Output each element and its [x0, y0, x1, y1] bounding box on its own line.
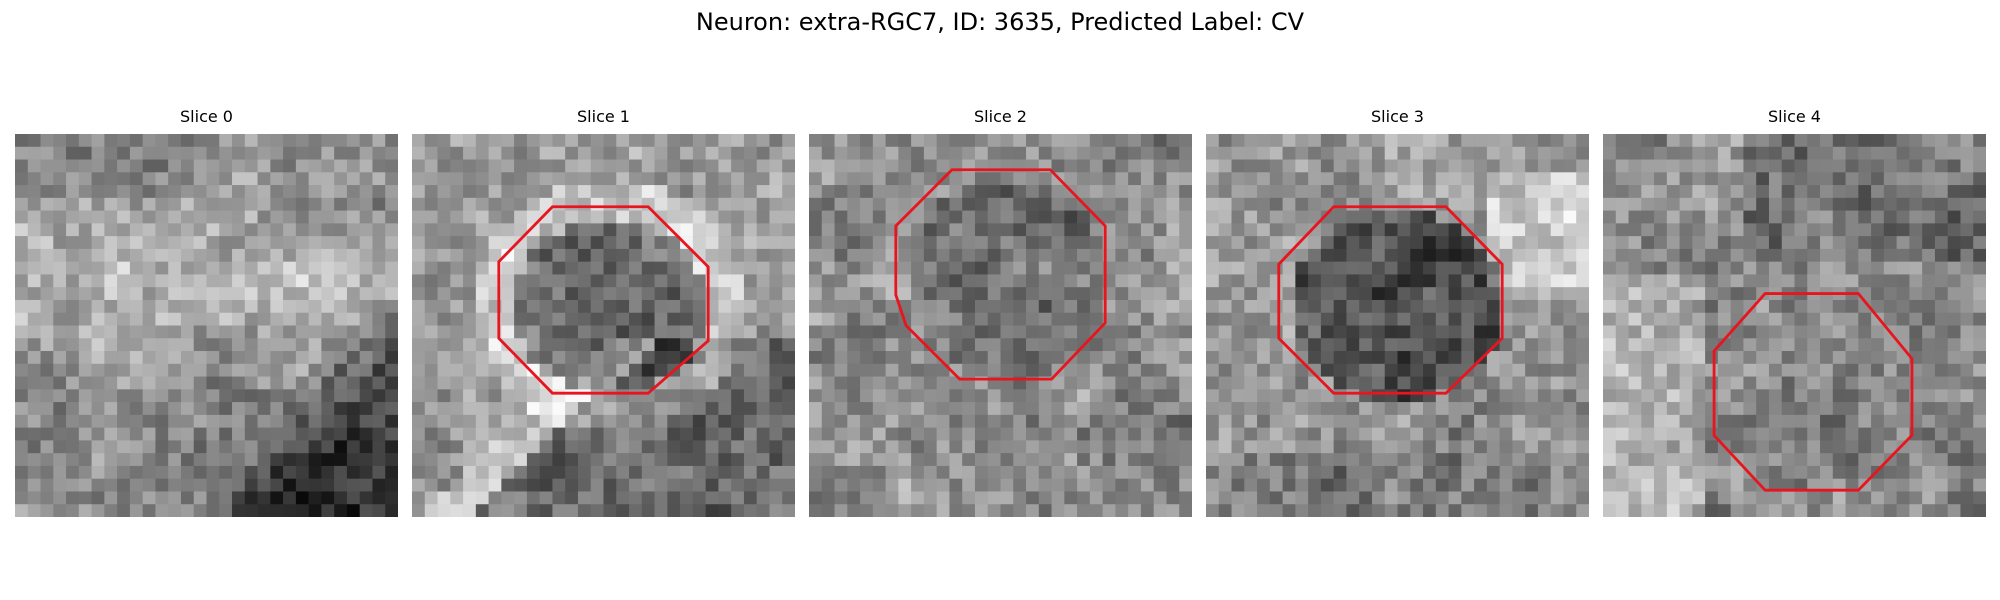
panel-title: Slice 4: [1768, 107, 1821, 126]
grayscale-image: [1603, 134, 1986, 517]
panel-title: Slice 3: [1371, 107, 1424, 126]
figure-title: Neuron: extra-RGC7, ID: 3635, Predicted …: [695, 8, 1305, 36]
grayscale-image: [15, 134, 398, 517]
panel-title: Slice 1: [577, 107, 630, 126]
roi-outline: [1277, 205, 1504, 395]
roi-outline: [497, 205, 710, 395]
roi-outline: [894, 168, 1107, 381]
grayscale-image: [1206, 134, 1589, 517]
grayscale-image: [809, 134, 1192, 517]
grayscale-image: [412, 134, 795, 517]
panel-title: Slice 0: [180, 107, 233, 126]
roi-outline: [1712, 292, 1914, 492]
panel-title: Slice 2: [974, 107, 1027, 126]
